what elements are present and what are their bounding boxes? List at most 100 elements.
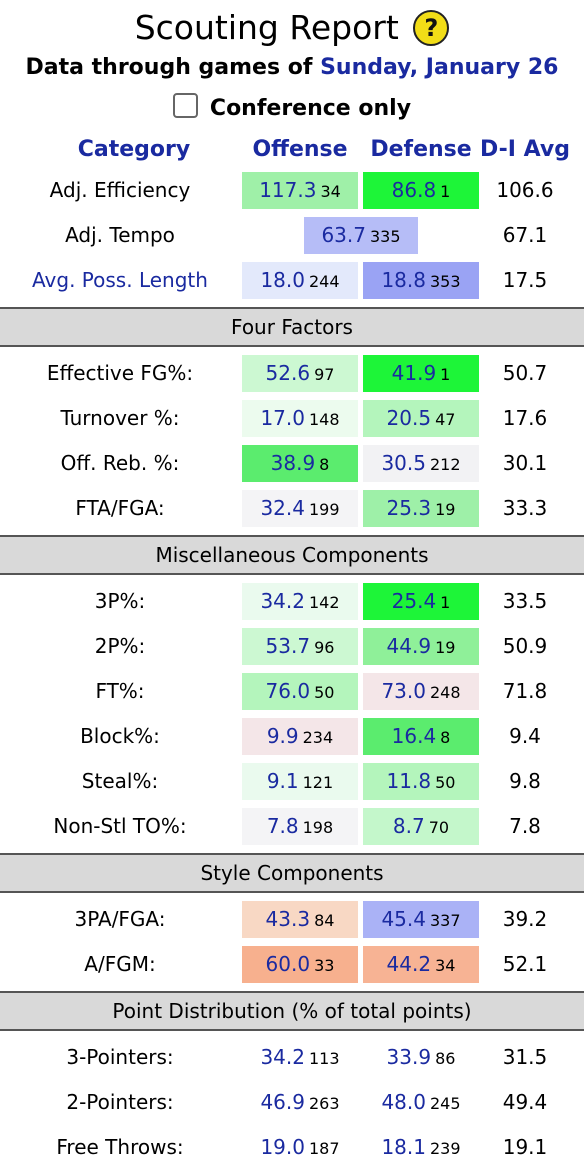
stat-row: FTA/FGA: 32.4 199 25.3 19 33.3: [0, 486, 584, 531]
offense-cell-rank: 33: [314, 956, 335, 975]
offense-cell-value[interactable]: 53.7: [265, 634, 311, 658]
offense-cell-value[interactable]: 117.3: [259, 178, 317, 202]
conference-only-checkbox[interactable]: [172, 93, 198, 118]
category-header[interactable]: Category: [77, 137, 191, 162]
stat-row: Effective FG%: 52.6 97 41.9 1 50.7: [0, 351, 584, 396]
defense-cell-rank: 19: [435, 638, 456, 657]
defense-cell: 16.4 8: [363, 714, 479, 759]
offense-cell-value[interactable]: 60.0: [265, 952, 311, 976]
defense-cell-value[interactable]: 18.8: [381, 268, 426, 292]
section-header: Four Factors: [0, 307, 584, 347]
tempo-cell-value[interactable]: 63.7: [321, 223, 366, 247]
defense-cell-value[interactable]: 44.2: [386, 952, 432, 976]
offense-cell-rank: 142: [308, 593, 340, 612]
d1-avg-cell: 9.8: [509, 769, 541, 793]
offense-cell-value[interactable]: 52.6: [265, 361, 311, 385]
conference-filter[interactable]: Conference only: [0, 92, 584, 132]
defense-cell-value[interactable]: 25.3: [386, 496, 432, 520]
offense-cell-value[interactable]: 17.0: [260, 406, 305, 430]
offense-cell-fill: [242, 946, 358, 983]
tempo-cell-text: 63.7 335: [321, 223, 400, 247]
offense-cell-text: 60.0 33: [266, 952, 335, 976]
defense-cell-text: 73.0 248: [381, 679, 460, 703]
defense-cell-text: 8.7 70: [393, 814, 449, 838]
stat-row: A/FGM: 60.0 33 44.2 34 52.1: [0, 942, 584, 987]
defense-cell-value[interactable]: 86.8: [391, 178, 437, 202]
d1-avg-cell: 39.2: [502, 907, 548, 931]
defense-cell-value[interactable]: 30.5: [381, 451, 426, 475]
offense-cell-value[interactable]: 46.9: [260, 1090, 305, 1114]
d1-avg-cell: 52.1: [502, 952, 548, 976]
defense-cell-value[interactable]: 45.4: [381, 907, 426, 931]
offense-cell-value[interactable]: 76.0: [265, 679, 311, 703]
defense-cell-fill: [363, 763, 479, 800]
d1-avg-cell: 9.4: [509, 724, 541, 748]
defense-cell-fill: [363, 628, 479, 665]
scouting-table: Category Offense Defense D-I Avg Adj. Ef…: [0, 132, 584, 1170]
defense-cell-value[interactable]: 25.4: [391, 589, 437, 613]
offense-cell-rank: 50: [314, 683, 335, 702]
defense-cell-text: 41.9 1: [392, 361, 451, 385]
defense-cell-rank: 1: [440, 593, 451, 612]
defense-cell-value[interactable]: 44.9: [386, 634, 432, 658]
offense-cell-text: 19.0 187: [260, 1135, 339, 1159]
offense-cell-value[interactable]: 7.8: [266, 814, 299, 838]
offense-cell-text: 43.3 84: [266, 907, 335, 931]
defense-cell-value[interactable]: 18.1: [381, 1135, 426, 1159]
row-label: 2P%:: [94, 634, 146, 658]
d1-avg-cell: 33.5: [502, 589, 548, 613]
subtitle-date-link[interactable]: Sunday, January 26: [320, 55, 559, 80]
offense-header[interactable]: Offense: [252, 137, 348, 162]
offense-cell: 46.9 263: [242, 1080, 358, 1125]
row-label: Non-Stl TO%:: [53, 814, 187, 838]
offense-cell-value[interactable]: 34.2: [260, 589, 305, 613]
offense-cell-value[interactable]: 9.1: [266, 769, 299, 793]
defense-cell-fill: [363, 445, 479, 482]
conference-only-label[interactable]: Conference only: [209, 96, 412, 121]
offense-cell-rank: 8: [319, 455, 330, 474]
offense-cell-text: 38.9 8: [271, 451, 330, 475]
offense-cell-text: 32.4 199: [260, 496, 339, 520]
offense-cell-value[interactable]: 38.9: [270, 451, 316, 475]
defense-cell-value[interactable]: 11.8: [386, 769, 432, 793]
defense-cell-value[interactable]: 16.4: [391, 724, 437, 748]
defense-cell-value[interactable]: 73.0: [381, 679, 426, 703]
offense-cell-text: 9.1 121: [267, 769, 333, 793]
offense-cell-value[interactable]: 32.4: [260, 496, 305, 520]
offense-cell-value[interactable]: 43.3: [265, 907, 311, 931]
row-label: 3PA/FGA:: [74, 907, 166, 931]
defense-cell-value[interactable]: 33.9: [386, 1045, 432, 1069]
offense-cell-rank: 96: [314, 638, 335, 657]
d1-avg-cell: 30.1: [502, 451, 548, 475]
question-icon[interactable]: ?: [413, 10, 450, 46]
defense-cell-fill: [363, 583, 479, 620]
defense-header[interactable]: Defense: [370, 137, 472, 162]
stat-row: Avg. Poss. Length 18.0 244 18.8 353 17.5: [0, 258, 584, 303]
offense-cell-fill: [242, 172, 358, 209]
section-header: Style Components: [0, 853, 584, 893]
d1-avg-header[interactable]: D-I Avg: [480, 137, 570, 162]
d1-avg-cell: 106.6: [496, 178, 554, 202]
offense-cell-fill: [242, 400, 358, 437]
defense-cell-value[interactable]: 48.0: [381, 1090, 426, 1114]
offense-cell-value[interactable]: 18.0: [260, 268, 305, 292]
row-label: Off. Reb. %:: [60, 451, 180, 475]
defense-cell-value[interactable]: 8.7: [392, 814, 425, 838]
row-label: Adj. Tempo: [65, 223, 175, 247]
offense-cell-text: 46.9 263: [260, 1090, 339, 1114]
defense-cell-value[interactable]: 20.5: [386, 406, 432, 430]
offense-cell-text: 34.2 142: [260, 589, 340, 613]
defense-cell-fill: [363, 490, 479, 527]
offense-cell: 117.3 34: [242, 168, 358, 213]
defense-cell-text: 18.1 239: [381, 1135, 460, 1159]
stat-row: Steal%: 9.1 121 11.8 50 9.8: [0, 759, 584, 804]
row-label: Free Throws:: [56, 1135, 184, 1159]
offense-cell-value[interactable]: 34.2: [260, 1045, 305, 1069]
row-label[interactable]: Avg. Poss. Length: [32, 268, 208, 292]
offense-cell-value[interactable]: 19.0: [260, 1135, 305, 1159]
defense-cell-text: 16.4 8: [392, 724, 451, 748]
stat-row: 2-Pointers: 46.9 263 48.0 245 49.4: [0, 1080, 584, 1125]
offense-cell-value[interactable]: 9.9: [266, 724, 299, 748]
defense-cell-value[interactable]: 41.9: [391, 361, 437, 385]
row-label: Block%:: [80, 724, 160, 748]
